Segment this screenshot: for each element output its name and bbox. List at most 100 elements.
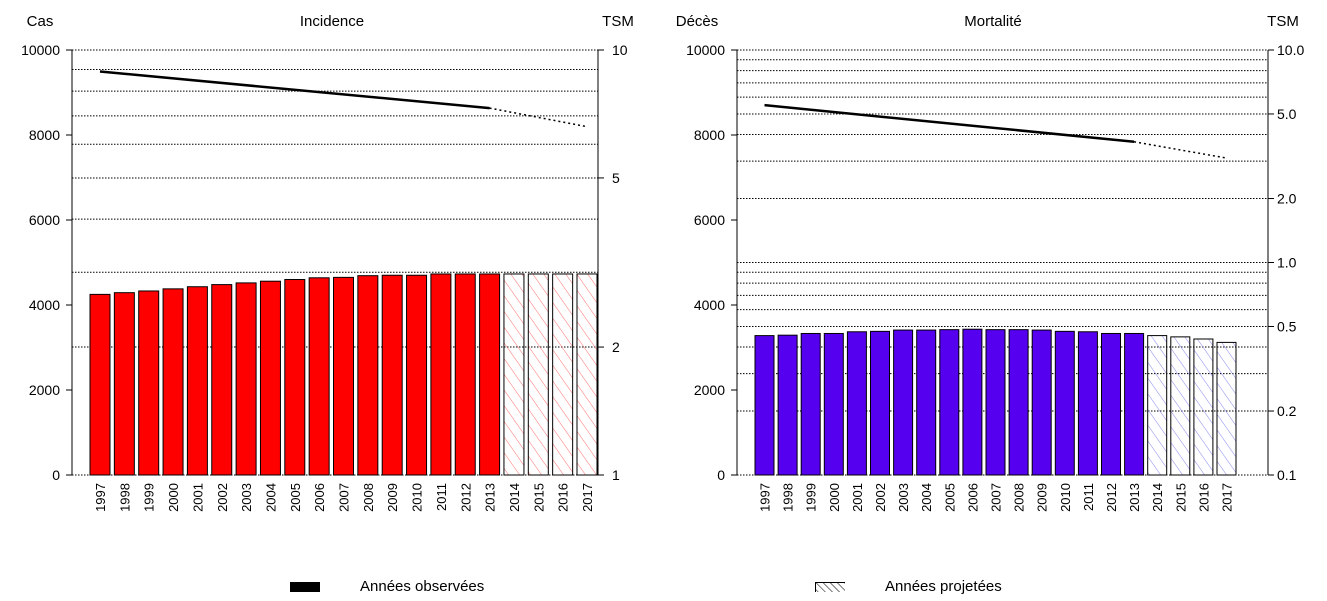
x-tick-label: 2014 bbox=[1150, 483, 1165, 512]
x-tick-label: 2001 bbox=[850, 483, 865, 512]
x-tick-label: 1997 bbox=[758, 483, 773, 512]
left-axis-tick-label: 2000 bbox=[694, 382, 725, 398]
left-axis-tick-label: 4000 bbox=[694, 297, 725, 313]
bar-observed bbox=[777, 334, 798, 476]
bar-observed bbox=[284, 279, 306, 476]
x-tick-label: 2000 bbox=[827, 483, 842, 512]
x-tick-label: 1999 bbox=[804, 483, 819, 512]
bar-observed bbox=[1124, 332, 1145, 476]
x-tick-label: 2013 bbox=[483, 483, 498, 512]
x-tick-label: 2005 bbox=[288, 483, 303, 512]
x-tick-label: 2003 bbox=[239, 483, 254, 512]
bar-projected bbox=[576, 273, 598, 476]
tsm-line-observed bbox=[99, 70, 490, 110]
bar-observed bbox=[870, 330, 890, 476]
bar-projected bbox=[552, 273, 574, 476]
left-axis-tick-label: 10000 bbox=[21, 42, 60, 58]
bar-projected bbox=[1170, 336, 1191, 476]
x-tick-label: 2005 bbox=[942, 483, 957, 512]
right-axis-tick-label: 1.0 bbox=[1277, 255, 1297, 271]
bar-observed bbox=[823, 332, 844, 476]
left-axis-tick-label: 4000 bbox=[29, 297, 60, 313]
left-axis-tick-label: 6000 bbox=[29, 212, 60, 228]
x-tick-label: 2000 bbox=[166, 483, 181, 512]
incidence-chart: Cas Incidence TSM 0 2000 4000 6000 8000 10000 1 2 5… bbox=[21, 13, 634, 512]
x-tick-label: 2015 bbox=[531, 483, 546, 512]
x-tick-label: 2007 bbox=[337, 483, 352, 512]
right-axis-title: TSM bbox=[1267, 13, 1299, 30]
bar-observed bbox=[846, 331, 867, 476]
right-axis-tick-label: 0.5 bbox=[1277, 318, 1297, 334]
left-axis-tick-label: 0 bbox=[717, 467, 725, 483]
x-tick-label: 2016 bbox=[556, 483, 571, 512]
bar-observed bbox=[1031, 329, 1052, 476]
left-axis-tick-label: 10000 bbox=[686, 42, 725, 58]
x-tick-label: 1998 bbox=[117, 483, 132, 512]
bar-observed bbox=[186, 286, 208, 476]
x-tick-label: 2003 bbox=[896, 483, 911, 512]
x-tick-label: 2017 bbox=[580, 483, 595, 512]
left-axis-tick-label: 2000 bbox=[29, 382, 60, 398]
legend-projected: Années projetées bbox=[815, 578, 1002, 595]
right-axis-tick-label: 1 bbox=[612, 467, 620, 483]
bar-observed bbox=[138, 290, 160, 476]
bar-projected bbox=[1216, 341, 1237, 476]
x-tick-label: 2006 bbox=[965, 483, 980, 512]
x-tick-label: 2010 bbox=[410, 483, 425, 512]
bar-observed bbox=[1101, 332, 1121, 476]
bar-projected bbox=[503, 273, 525, 476]
x-tick-label: 2002 bbox=[873, 483, 888, 512]
right-axis-tick-label: 5 bbox=[612, 170, 620, 186]
bar-observed bbox=[479, 273, 501, 476]
bar-observed bbox=[1077, 331, 1098, 476]
x-tick-label: 2016 bbox=[1196, 483, 1211, 512]
x-tick-label: 2009 bbox=[385, 483, 400, 512]
x-tick-label: 2011 bbox=[1081, 483, 1096, 511]
right-axis-tick-label: 2 bbox=[612, 339, 620, 355]
right-axis-title: TSM bbox=[602, 13, 634, 30]
bar-projected bbox=[1193, 338, 1214, 476]
bar-observed bbox=[333, 276, 354, 476]
bar-observed bbox=[381, 274, 403, 476]
x-tick-label: 2001 bbox=[190, 483, 205, 512]
bar-observed bbox=[430, 273, 452, 476]
bar-observed bbox=[259, 280, 281, 476]
chart-title: Mortalité bbox=[964, 13, 1022, 30]
right-axis-tick-label: 2.0 bbox=[1277, 191, 1297, 207]
x-tick-label: 2008 bbox=[361, 483, 376, 512]
chart-title: Incidence bbox=[300, 13, 364, 30]
bar-observed bbox=[985, 329, 1006, 476]
bar-observed bbox=[162, 288, 184, 476]
mortality-chart: Décès Mortalité TSM 0 2000 4000 6000 8000 10000 0… bbox=[676, 13, 1305, 512]
x-tick-label: 2007 bbox=[989, 483, 1004, 512]
bar-observed bbox=[235, 282, 257, 476]
tsm-line-projected bbox=[489, 107, 588, 128]
legend-observed-label: Années observées bbox=[360, 578, 485, 595]
bar-observed bbox=[1008, 329, 1029, 476]
tsm-line-observed bbox=[764, 103, 1135, 144]
right-axis-tick-label: 0.1 bbox=[1277, 467, 1297, 483]
right-axis-tick-label: 10.0 bbox=[1277, 42, 1304, 58]
left-axis-tick-label: 8000 bbox=[29, 127, 60, 143]
x-tick-label: 1998 bbox=[781, 483, 796, 512]
tsm-line-projected bbox=[1133, 141, 1227, 159]
bar-observed bbox=[754, 335, 775, 476]
x-tick-label: 2004 bbox=[919, 483, 934, 512]
x-tick-label: 2008 bbox=[1012, 483, 1027, 512]
x-tick-label: 2009 bbox=[1035, 483, 1050, 512]
bar-projected bbox=[527, 273, 549, 476]
left-axis-tick-label: 6000 bbox=[694, 212, 725, 228]
x-tick-label: 2011 bbox=[434, 483, 449, 511]
right-axis-tick-label: 10 bbox=[612, 42, 628, 58]
left-axis-tick-label: 8000 bbox=[694, 127, 725, 143]
x-tick-label: 2006 bbox=[312, 483, 327, 512]
legend-projected-swatch bbox=[815, 581, 845, 592]
x-tick-label: 1997 bbox=[93, 483, 108, 512]
x-tick-label: 2014 bbox=[507, 483, 522, 512]
right-axis-tick-label: 0.2 bbox=[1277, 403, 1297, 419]
bar-observed bbox=[113, 292, 135, 476]
x-tick-label: 2013 bbox=[1127, 483, 1142, 512]
x-tick-label: 2015 bbox=[1173, 483, 1188, 512]
left-axis-title: Décès bbox=[676, 13, 719, 30]
